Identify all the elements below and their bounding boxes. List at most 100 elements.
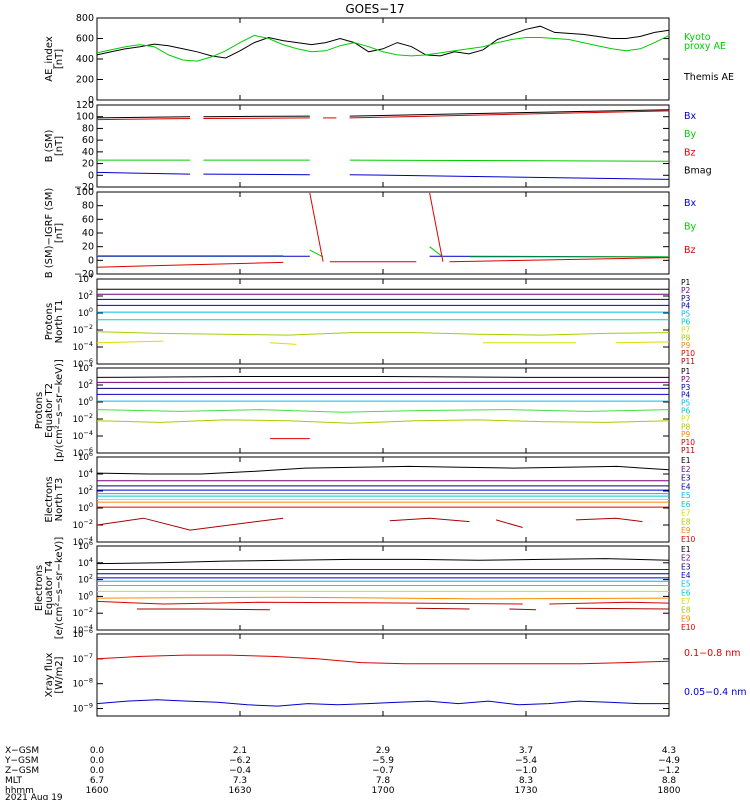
x-axis-value: 2.9 — [376, 746, 391, 756]
y-tick-label: 100 — [78, 395, 93, 408]
legend-entry: P10 — [681, 438, 695, 447]
y-tick-label: 60 — [82, 135, 94, 146]
legend-entry: E9 — [681, 614, 691, 623]
series-line — [575, 607, 670, 610]
legend-entry: E6 — [681, 500, 691, 509]
y-axis-label: Protons — [34, 392, 45, 429]
y-tick-label: 10−6 — [73, 446, 93, 459]
legend-entry: E4 — [681, 571, 691, 580]
y-tick-label: 102 — [78, 289, 93, 302]
y-tick-label: −20 — [74, 269, 94, 280]
series-line — [509, 608, 537, 611]
legend-entry: E3 — [681, 474, 691, 483]
legend-entry: By — [684, 221, 697, 232]
legend-entry: P7 — [681, 414, 691, 423]
legend-entry: P11 — [681, 357, 695, 366]
y-tick-label: 100 — [78, 589, 93, 602]
series-line — [269, 342, 297, 345]
y-tick-label: 10−7 — [73, 652, 93, 665]
series-line — [96, 465, 670, 475]
legend-entry: Bmag — [684, 166, 712, 177]
y-tick-label: 106 — [78, 450, 93, 463]
y-tick-label: 400 — [76, 54, 94, 65]
legend-entry: E3 — [681, 562, 691, 571]
legend-entry: P9 — [681, 430, 691, 439]
series-line — [615, 341, 670, 344]
legend-entry: E6 — [681, 588, 691, 597]
legend-entry: By — [684, 129, 697, 140]
y-tick-label: 100 — [76, 112, 94, 123]
series-line — [349, 174, 670, 180]
legend-entry: P10 — [681, 349, 695, 358]
y-axis-label: B (SM) — [44, 129, 55, 162]
series-line — [309, 249, 324, 258]
legend-entry: P4 — [681, 391, 691, 400]
y-tick-label: 10−8 — [73, 677, 93, 690]
legend-entry: Bz — [684, 147, 696, 158]
x-axis-value: 1700 — [372, 786, 395, 796]
y-axis-label: [p/(cm²−s−sr−keV)] — [54, 359, 65, 462]
y-tick-label: 10−4 — [73, 535, 93, 548]
legend-entry: P3 — [681, 294, 691, 303]
y-axis-label: B (SM)−IGRF (SM) — [44, 188, 55, 279]
legend-entry: P7 — [681, 325, 691, 334]
series-line — [203, 117, 310, 119]
legend-entry: 0.1−0.8 nm — [684, 648, 740, 659]
legend-entry: E5 — [681, 491, 691, 500]
legend-entry: P5 — [681, 310, 691, 319]
y-tick-label: 102 — [78, 484, 93, 497]
series-line — [96, 261, 284, 268]
x-axis-value: 1730 — [515, 786, 538, 796]
x-axis-value: −1.0 — [515, 766, 537, 776]
legend-entry: P2 — [681, 375, 691, 384]
y-tick-label: 0 — [88, 95, 94, 106]
series-line — [96, 558, 670, 565]
x-axis-value: 7.8 — [376, 776, 391, 786]
series-line — [96, 171, 191, 175]
legend-entry: E7 — [681, 597, 691, 606]
y-tick-label: 20 — [82, 242, 94, 253]
y-tick-label: 102 — [78, 573, 93, 586]
x-axis-value: 0.0 — [90, 756, 105, 766]
x-axis-value: −0.7 — [372, 766, 394, 776]
series-line — [136, 608, 270, 611]
y-tick-label: 10−9 — [73, 702, 93, 715]
figure-title: GOES−17 — [345, 2, 404, 16]
y-tick-label: 0 — [88, 170, 94, 181]
legend-entry: Bx — [684, 111, 697, 122]
x-axis-value: 8.3 — [519, 776, 533, 786]
series-line — [575, 517, 643, 523]
y-tick-label: 10−2 — [73, 412, 93, 425]
x-axis-value: 4.3 — [662, 746, 676, 756]
legend-entry: Themis AE — [683, 72, 734, 83]
x-axis-row-label: Y−GSM — [4, 756, 39, 766]
y-axis-label: Electrons — [44, 476, 55, 522]
y-tick-label: 10−6 — [73, 627, 93, 640]
y-axis-label: Electrons — [34, 565, 45, 611]
x-axis-value: 0.0 — [90, 766, 105, 776]
legend-entry: P5 — [681, 399, 691, 408]
legend-entry: E1 — [681, 456, 691, 465]
x-axis-row-label: X−GSM — [5, 746, 39, 756]
x-axis-value: 1800 — [658, 786, 681, 796]
legend-entry: E10 — [681, 535, 696, 544]
legend-entry: P6 — [681, 318, 691, 327]
legend-entry: Bz — [684, 245, 696, 256]
series-line — [96, 600, 523, 605]
y-tick-label: 104 — [78, 556, 93, 569]
legend-entry: E8 — [681, 606, 691, 615]
y-tick-label: 10−2 — [73, 323, 93, 336]
legend-entry: P9 — [681, 341, 691, 350]
series-line — [96, 419, 670, 424]
series-line — [96, 118, 191, 121]
series-line — [389, 517, 470, 523]
series-line — [96, 340, 164, 344]
series-line — [96, 376, 669, 378]
legend-entry: P6 — [681, 407, 691, 416]
y-tick-label: 40 — [82, 147, 94, 158]
legend-entry: proxy AE — [684, 41, 726, 52]
y-tick-label: 800 — [76, 13, 94, 24]
panel-frame — [96, 633, 670, 717]
x-axis-value: 3.7 — [519, 746, 533, 756]
